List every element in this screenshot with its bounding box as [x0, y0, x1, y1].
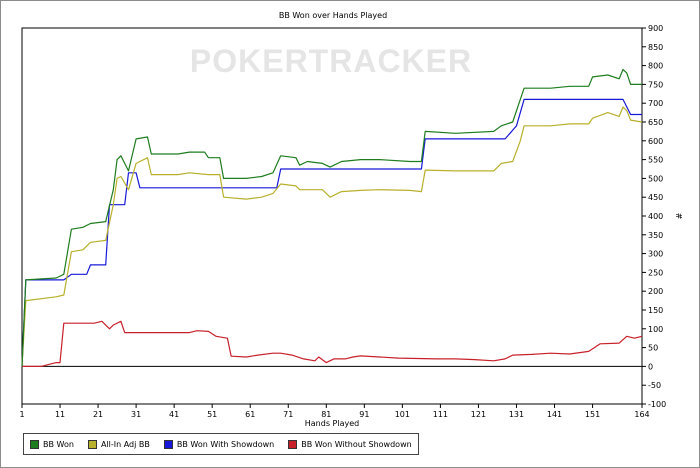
x-tick-label: 121	[471, 410, 486, 419]
y-tick-label: 750	[648, 80, 663, 89]
x-tick-label: 131	[509, 410, 524, 419]
x-tick-label: 61	[245, 410, 255, 419]
series-layer	[21, 68, 643, 367]
chart-title: BB Won over Hands Played	[279, 11, 387, 20]
legend-label: BB Won	[43, 439, 74, 449]
x-tick-label: 151	[585, 410, 600, 419]
y-tick-label: -50	[648, 381, 661, 390]
y-tick-label: 250	[648, 268, 663, 277]
y-tick-label: 100	[648, 325, 663, 334]
legend-swatch	[30, 439, 39, 449]
watermark-logo: POKERTRACKER	[190, 43, 472, 79]
y-tick-label: 500	[648, 174, 663, 183]
x-tick-label: 31	[131, 410, 141, 419]
plot-area	[21, 27, 643, 405]
y-tick-label: 400	[648, 212, 663, 221]
watermark-text: POKERTRACKER	[190, 43, 472, 79]
legend-swatch	[87, 439, 97, 449]
legend-swatch	[288, 439, 298, 449]
legend-label: BB Won With Showdown	[176, 439, 275, 449]
x-tick-label: 81	[321, 410, 331, 419]
y-tick-label: 850	[648, 43, 663, 52]
legend-item: BB Won With Showdown	[163, 439, 275, 449]
y-tick-label: -100	[648, 400, 666, 409]
x-tick-label: 41	[169, 410, 179, 419]
y-tick-label: 800	[648, 62, 663, 71]
legend-item: All-In Adj BB	[87, 439, 150, 449]
y-tick-label: 50	[648, 344, 658, 353]
x-tick-label: 21	[93, 410, 103, 419]
x-tick-label: 111	[433, 410, 448, 419]
legend-label: All-In Adj BB	[100, 439, 150, 449]
x-tick-label: 71	[283, 410, 293, 419]
legend-swatch	[163, 439, 173, 449]
y-tick-label: 650	[648, 118, 663, 127]
y-tick-label: 900	[648, 24, 663, 33]
legend-label: BB Won Without Showdown	[301, 439, 412, 449]
x-axis-ticks: 1 11 21 31 41 51 61 71 81 91 101 111 121 131 141 151 164	[19, 404, 650, 419]
y-tick-label: 150	[648, 306, 663, 315]
legend-item: BB Won	[30, 439, 74, 449]
x-axis-label: Hands Played	[305, 419, 359, 428]
x-tick-label: 11	[55, 410, 65, 419]
x-tick-label: 141	[547, 410, 562, 419]
y-tick-label: 200	[648, 287, 663, 296]
x-tick-label: 1	[19, 410, 24, 419]
y-axis-label: #	[675, 212, 684, 219]
y-tick-label: 700	[648, 99, 663, 108]
y-tick-label: 600	[648, 137, 663, 146]
series-line-all-in-adj-bb	[21, 106, 643, 367]
series-line-bb-won-without-showdown	[22, 320, 643, 367]
legend-item: BB Won Without Showdown	[288, 439, 412, 449]
x-tick-label: 91	[359, 410, 369, 419]
legend: BB Won All-In Adj BB BB Won With Showdown B…	[23, 433, 419, 455]
y-axis-ticks: -100 -50 0 50 100 150 200 250 300 350 400 450 500 550…	[642, 24, 666, 409]
y-tick-label: 300	[648, 250, 663, 259]
y-tick-label: 550	[648, 156, 663, 165]
series-line-bb-won-with-showdown	[21, 98, 642, 367]
y-tick-label: 0	[648, 362, 653, 371]
series-line-bb-won	[21, 68, 642, 367]
x-tick-label: 164	[634, 410, 649, 419]
x-tick-label: 51	[207, 410, 217, 419]
x-tick-label: 101	[395, 410, 410, 419]
y-tick-label: 350	[648, 231, 663, 240]
y-tick-label: 450	[648, 193, 663, 202]
